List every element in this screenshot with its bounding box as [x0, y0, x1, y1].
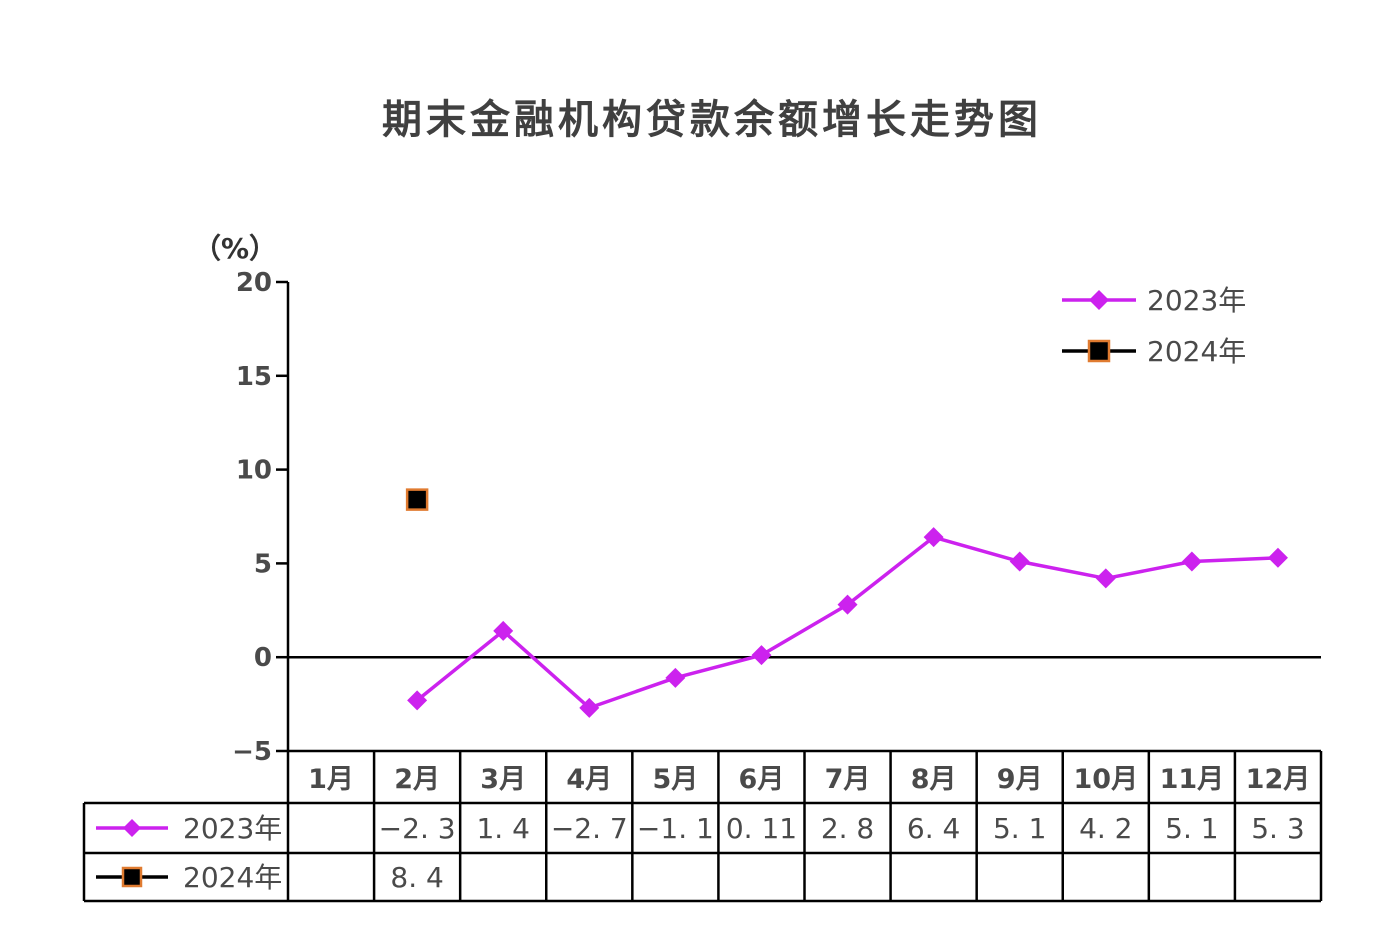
- y-tick-label: 10: [236, 456, 272, 486]
- legend-label-2: 2024年: [1147, 335, 1246, 368]
- table-row-label: 2024年: [183, 861, 282, 894]
- x-tick-label: 1月: [308, 764, 354, 795]
- x-tick-label: 7月: [825, 764, 871, 795]
- legend-marker-2: [1087, 339, 1111, 363]
- data-table: 1月 2月 3月 4月 5月 6月 7月 8月 9月 10月 11月 12月 2023年 −2. 3 1. …: [82, 749, 1323, 903]
- series-1-point: [1267, 547, 1288, 568]
- table-cell: 4. 2: [1079, 812, 1132, 845]
- y-tick-label: 20: [236, 268, 272, 298]
- series-1-point: [493, 620, 514, 641]
- x-tick-label: 6月: [739, 764, 785, 795]
- table-cell: 5. 3: [1251, 812, 1304, 845]
- table-legend-marker-2: [121, 866, 143, 888]
- series-lines: [416, 535, 1279, 710]
- table-cell: −1. 1: [637, 812, 714, 845]
- series-1-point: [1095, 568, 1116, 589]
- table-legend-marker-1: [123, 819, 141, 837]
- x-tick-label: 9月: [997, 764, 1043, 795]
- series-markers: [405, 488, 1288, 718]
- table-row-label: 2023年: [183, 812, 282, 845]
- axes: [286, 282, 1321, 751]
- series-1-point: [1181, 551, 1202, 572]
- y-tick-label: −5: [232, 737, 272, 767]
- legend-marker-1: [1089, 290, 1109, 310]
- table-cell: 6. 4: [907, 812, 960, 845]
- series-1-point: [837, 594, 858, 615]
- table-cell: −2. 3: [379, 812, 456, 845]
- table-cell: 5. 1: [993, 812, 1046, 845]
- x-tick-label: 5月: [652, 764, 698, 795]
- x-tick-label: 4月: [566, 764, 612, 795]
- table-cell: 5. 1: [1165, 812, 1218, 845]
- table-cell: 2. 8: [821, 812, 874, 845]
- x-tick-label: 10月: [1074, 764, 1139, 795]
- y-tick-label: 0: [254, 643, 272, 673]
- x-tick-label: 8月: [911, 764, 957, 795]
- series-1-point: [751, 645, 772, 666]
- x-tick-label: 2月: [394, 764, 440, 795]
- series-line-1: [416, 535, 1279, 710]
- series-1-point: [579, 697, 600, 718]
- y-tick-label: 15: [236, 362, 272, 392]
- series-1-point: [1009, 551, 1030, 572]
- y-axis-unit: （%）: [193, 232, 277, 265]
- legend-label-1: 2023年: [1147, 284, 1246, 317]
- series-1-point: [665, 667, 686, 688]
- series-2-point: [405, 488, 429, 511]
- y-tick-label: 5: [254, 549, 272, 579]
- table-cell: 1. 4: [476, 812, 529, 845]
- series-1-point: [923, 527, 944, 548]
- legend: 2023年 2024年: [1062, 284, 1246, 368]
- x-tick-label: 12月: [1246, 764, 1311, 795]
- x-tick-label: 11月: [1160, 764, 1225, 795]
- table-cell: 8. 4: [390, 861, 443, 894]
- table-cell: 0. 11: [726, 812, 797, 845]
- chart-title: 期末金融机构贷款余额增长走势图: [382, 97, 1042, 143]
- y-axis-ticks: 20 15 10 5 0 −5: [232, 268, 288, 767]
- x-tick-label: 3月: [480, 764, 526, 795]
- series-1-point: [407, 690, 428, 711]
- table-cell: −2. 7: [551, 812, 628, 845]
